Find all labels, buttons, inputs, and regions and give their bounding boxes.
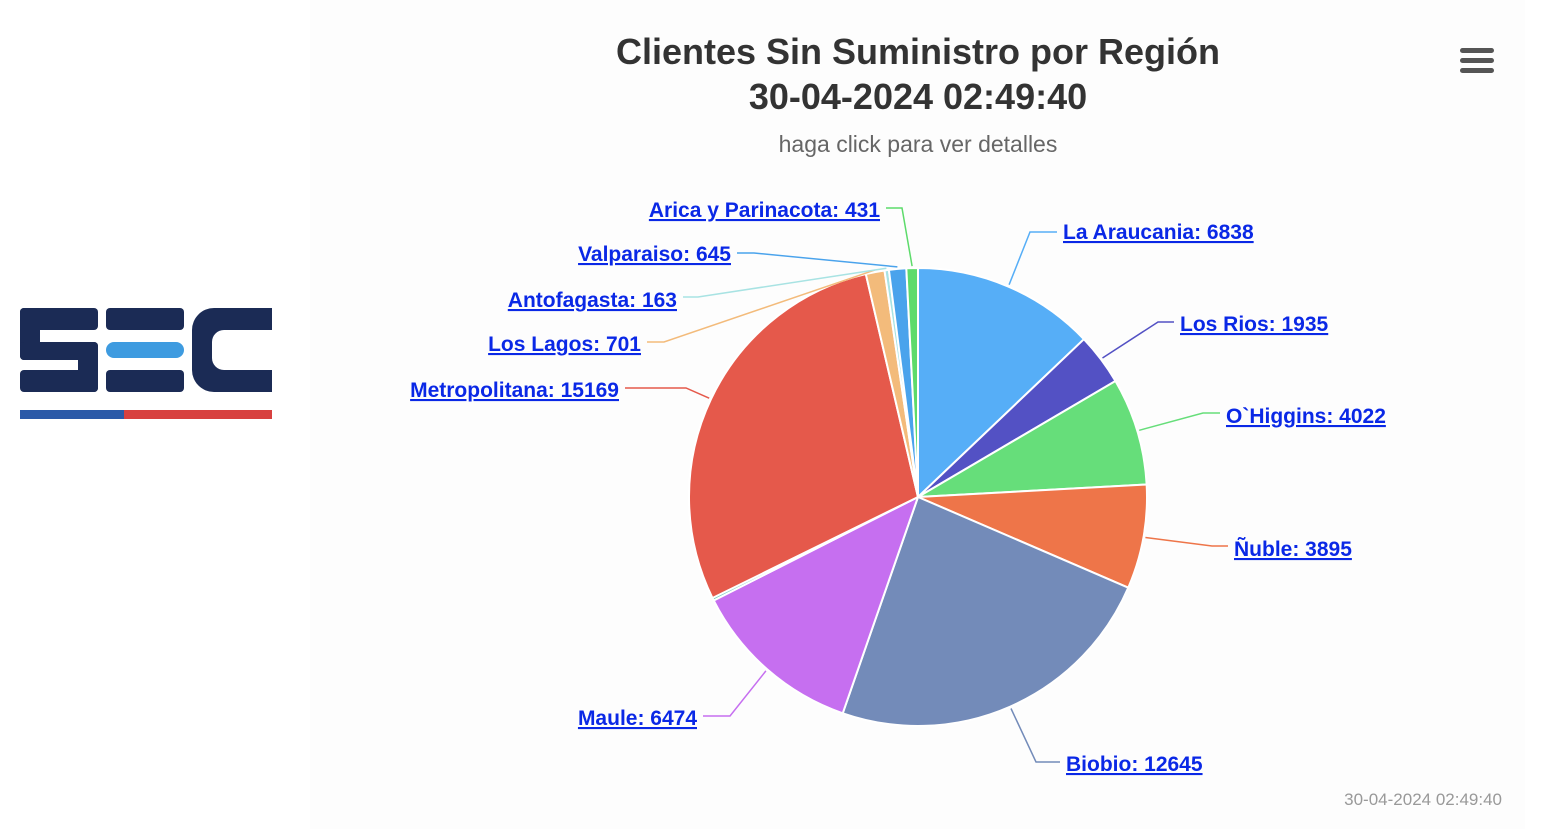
pie-slice-maule[interactable] xyxy=(712,496,919,715)
data-label-los-lagos[interactable]: Los Lagos: 701 xyxy=(488,333,641,356)
label-connector xyxy=(1145,536,1228,547)
data-label-metropolitana[interactable]: Metropolitana: 15169 xyxy=(410,379,619,402)
label-connector xyxy=(886,207,913,267)
hamburger-menu-icon[interactable] xyxy=(1458,48,1496,82)
data-label-o-higgins[interactable]: O`Higgins: 4022 xyxy=(1226,405,1386,428)
chart-subtitle: haga click para ver detalles xyxy=(779,131,1058,157)
label-connector xyxy=(703,670,767,717)
label-connector xyxy=(647,269,875,343)
label-connector xyxy=(1010,708,1060,763)
pie-slice-la-araucania[interactable] xyxy=(917,267,1085,498)
chart-title: Clientes Sin Suministro por Región xyxy=(616,31,1220,72)
sec-logo xyxy=(20,308,272,419)
label-connector xyxy=(1139,412,1220,432)
label-connector xyxy=(1008,231,1057,285)
pie-slice-ñuble[interactable] xyxy=(917,483,1148,589)
data-label-ñuble[interactable]: Ñuble: 3895 xyxy=(1234,538,1352,561)
data-label-la-araucania[interactable]: La Araucania: 6838 xyxy=(1063,221,1254,244)
chart-credit: 30-04-2024 02:49:40 xyxy=(1344,790,1502,809)
pie-slice-o-higgins[interactable] xyxy=(917,380,1148,498)
label-connector xyxy=(737,252,898,268)
logo-panel xyxy=(0,0,310,829)
data-labels[interactable]: La Araucania: 6838 Los Rios: 1935 O`Higgin… xyxy=(410,199,1386,776)
pie-slice-biobio[interactable] xyxy=(841,496,1130,727)
label-connector xyxy=(683,267,887,298)
data-label-antofagasta[interactable]: Antofagasta: 163 xyxy=(508,289,677,312)
label-connector xyxy=(625,387,710,399)
data-label-maule[interactable]: Maule: 6474 xyxy=(578,707,697,730)
label-connectors xyxy=(625,207,1228,763)
data-label-arica-y-parinacota[interactable]: Arica y Parinacota: 431 xyxy=(649,199,880,222)
pie-slice-arica-y-parinacota[interactable] xyxy=(905,267,919,498)
data-label-valparaiso[interactable]: Valparaiso: 645 xyxy=(578,243,731,266)
pie-slice-metropolitana[interactable] xyxy=(688,273,919,600)
pie-slices[interactable] xyxy=(688,267,1148,727)
data-label-biobio[interactable]: Biobio: 12645 xyxy=(1066,753,1203,776)
chart-title-date: 30-04-2024 02:49:40 xyxy=(749,76,1087,117)
label-connector xyxy=(1102,321,1174,359)
data-label-los-rios[interactable]: Los Rios: 1935 xyxy=(1180,313,1329,336)
